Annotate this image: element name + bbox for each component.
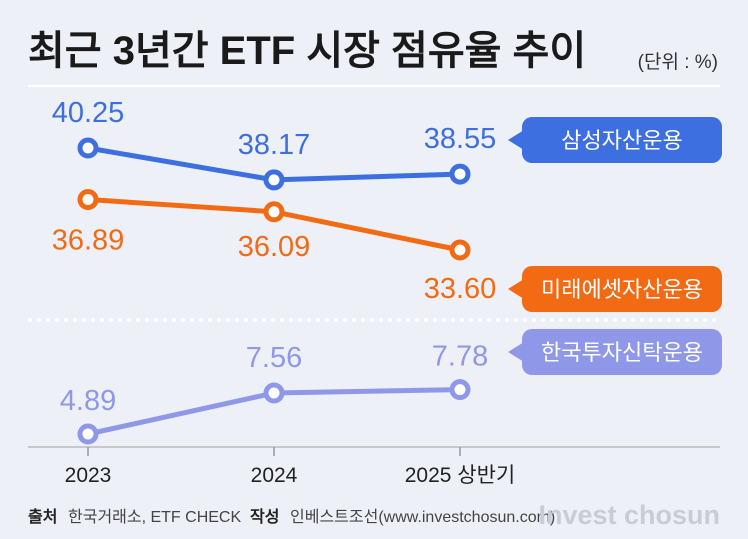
legend-pointer [508,130,524,150]
source-label: 출처 [28,508,57,526]
legend-badge [522,329,722,375]
data-label: 7.56 [246,342,302,374]
chart-title: 최근 3년간 ETF 시장 점유율 추이 [28,29,586,73]
x-tick-label: 2025 상반기 [405,464,516,487]
legend-pointer [508,342,524,362]
legend-badge [522,117,722,163]
data-point [449,239,471,261]
data-label: 38.55 [424,123,497,155]
plot-area: 2023 2024 2025 상반기 40.25 38.17 38.55 삼성자산운용 36.… [52,97,722,487]
legend-pointer [508,279,524,299]
legend-label: 미래에셋자산운용 [541,277,703,302]
data-point [449,163,471,185]
data-point [77,137,99,159]
data-point [263,382,285,404]
data-label: 38.17 [238,129,311,161]
legend-label: 삼성자산운용 [561,128,682,153]
data-label: 4.89 [60,385,116,417]
legend-label: 한국투자신탁운용 [541,340,703,365]
data-point [449,379,471,401]
author-label: 작성 [250,508,279,526]
data-label: 33.60 [424,273,497,305]
data-label: 36.09 [238,231,311,263]
brand-logo: Invest chosun [538,500,720,530]
source-text: 한국거래소, ETF CHECK [68,508,241,526]
data-label: 7.78 [432,341,488,373]
author-text: 인베스트조선(www.investchosun.com) [290,508,555,526]
data-point [77,189,99,211]
x-tick-label: 2023 [65,464,112,487]
data-label: 36.89 [52,225,125,257]
data-point [263,169,285,191]
data-label: 40.25 [52,97,125,129]
data-point [77,423,99,445]
unit-label: (단위 : %) [638,51,718,73]
legend-badge [522,266,722,312]
data-point [263,201,285,223]
x-tick-label: 2024 [251,464,298,487]
